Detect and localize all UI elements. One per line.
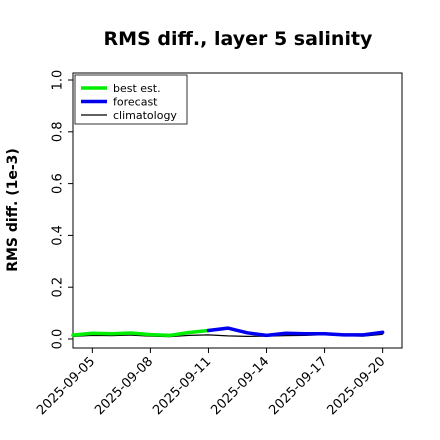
- y-tick-label: 0.4: [51, 225, 66, 246]
- x-tick-label: 2025-09-14: [208, 354, 272, 418]
- x-tick-label: 2025-09-20: [324, 354, 388, 418]
- y-tick-label: 0.0: [51, 329, 66, 350]
- legend-box: [74, 74, 188, 125]
- y-tick-label: 0.8: [51, 121, 66, 142]
- series-line-best-est: [71, 328, 211, 338]
- y-axis: 0.0 0.2 0.4 0.6 0.8 1.0: [51, 70, 73, 350]
- legend-label: best est.: [113, 82, 161, 95]
- legend-label: forecast: [113, 96, 158, 109]
- chart-title: RMS diff., layer 5 salinity: [104, 28, 374, 50]
- y-axis-label: RMS diff. (1e-3): [5, 148, 21, 272]
- x-tick-label: 2025-09-08: [92, 354, 156, 418]
- series-layer: [71, 326, 385, 338]
- y-tick-label: 0.2: [51, 277, 66, 298]
- y-tick-label: 0.6: [51, 173, 66, 194]
- series-line-forecast: [206, 326, 385, 338]
- y-tick-label: 1.0: [51, 70, 66, 91]
- legend-label: climatology: [113, 109, 177, 122]
- x-axis: 2025-09-052025-09-082025-09-112025-09-14…: [34, 348, 388, 418]
- x-tick-label: 2025-09-11: [150, 354, 214, 418]
- x-tick-label: 2025-09-17: [266, 354, 330, 418]
- x-tick-label: 2025-09-05: [34, 354, 98, 418]
